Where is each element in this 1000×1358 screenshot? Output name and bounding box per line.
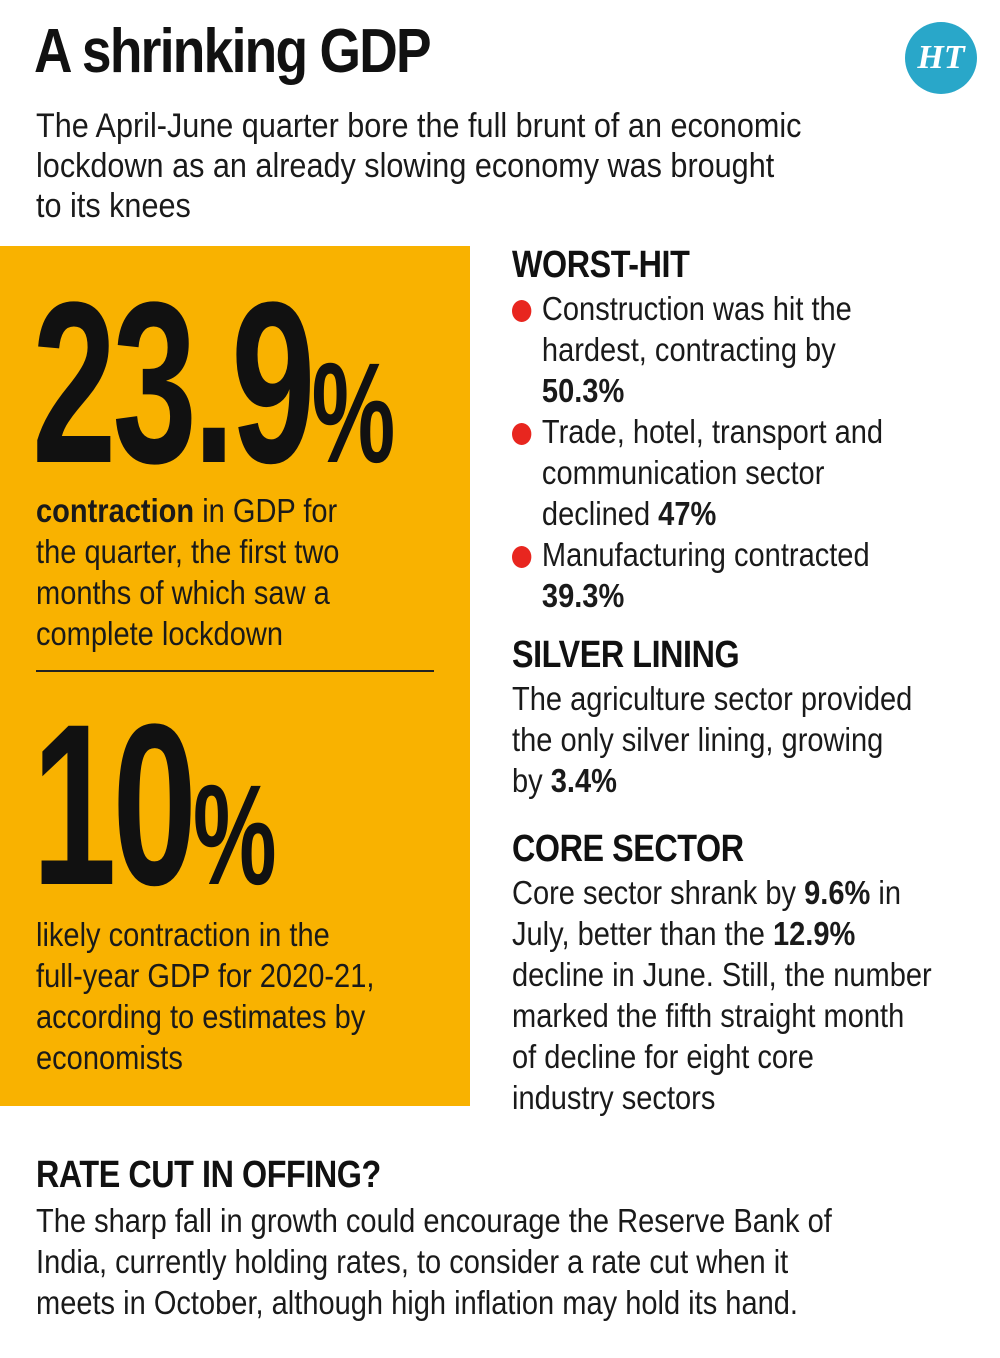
stat-value: 23.9 — [32, 254, 316, 511]
page-title: A shrinking GDP — [34, 17, 432, 86]
silver-lining-text: The agriculture sector provided the only… — [512, 678, 987, 801]
list-item-value: 50.3% — [541, 372, 625, 409]
stat1-text: the quarter, the first two — [36, 533, 340, 570]
stat1-bold-lead: contraction — [36, 492, 195, 529]
list-item-text: communication sector — [541, 454, 825, 491]
paragraph-line: in — [870, 874, 902, 911]
rate-cut-text: The sharp fall in growth could encourage… — [36, 1200, 986, 1323]
bullet-dot-icon — [512, 300, 532, 322]
full-year-contraction-stat: 10% — [32, 690, 277, 951]
subtitle-line: The April-June quarter bore the full bru… — [36, 107, 802, 145]
list-item-text: hardest, contracting by — [541, 331, 836, 368]
paragraph-line: India, currently holding rates, to consi… — [36, 1243, 789, 1280]
core-sector-value: 12.9% — [772, 915, 856, 952]
stat-unit: % — [192, 756, 277, 915]
logo-text: HT — [917, 39, 965, 76]
list-item-text: Construction was hit the — [541, 290, 852, 327]
list-item: Construction was hit the hardest, contra… — [512, 288, 987, 411]
paragraph-line: The sharp fall in growth could encourage… — [36, 1202, 832, 1239]
list-item-text: Trade, hotel, transport and — [541, 413, 884, 450]
ht-logo: HT — [905, 22, 977, 94]
paragraph-line: the only silver lining, growing — [512, 721, 884, 758]
rate-cut-heading: RATE CUT IN OFFING? — [36, 1154, 381, 1196]
stat2-text: according to estimates by — [36, 998, 366, 1035]
stat2-text: economists — [36, 1039, 183, 1076]
core-sector-text: Core sector shrank by 9.6% in July, bett… — [512, 872, 987, 1118]
bullet-dot-icon — [512, 546, 532, 568]
stat2-text: likely contraction in the — [36, 916, 330, 953]
paragraph-line: decline in June. Still, the number — [512, 956, 932, 993]
stat1-text: in GDP for — [194, 492, 338, 529]
list-item: Manufacturing contracted 39.3% — [512, 534, 987, 616]
highlight-panel — [0, 246, 470, 1106]
worst-hit-heading: WORST-HIT — [512, 244, 690, 286]
core-sector-heading: CORE SECTOR — [512, 828, 744, 870]
stat1-text: months of which saw a — [36, 574, 330, 611]
list-item-value: 39.3% — [541, 577, 625, 614]
silver-lining-heading: SILVER LINING — [512, 634, 740, 676]
divider — [36, 670, 434, 672]
paragraph-line: industry sectors — [512, 1079, 716, 1116]
paragraph-line: July, better than the — [512, 915, 773, 952]
bullet-dot-icon — [512, 423, 532, 445]
paragraph-line: meets in October, although high inflatio… — [36, 1284, 798, 1321]
stat-unit: % — [311, 334, 396, 493]
core-sector-value: 9.6% — [804, 874, 871, 911]
worst-hit-list: Construction was hit the hardest, contra… — [512, 288, 1000, 616]
list-item-value: 47% — [658, 495, 717, 532]
silver-lining-value: 3.4% — [550, 762, 617, 799]
paragraph-line: by — [512, 762, 551, 799]
list-item-text: declined — [541, 495, 659, 532]
stat2-text: full-year GDP for 2020-21, — [36, 957, 375, 994]
list-item-text: Manufacturing contracted — [541, 536, 870, 573]
stat-value: 10 — [32, 676, 197, 933]
paragraph-line: marked the fifth straight month — [512, 997, 905, 1034]
stat2-description: likely contraction in the full-year GDP … — [36, 914, 441, 1078]
list-item: Trade, hotel, transport and communicatio… — [512, 411, 987, 534]
paragraph-line: The agriculture sector provided — [512, 680, 913, 717]
gdp-contraction-stat: 23.9% — [32, 268, 395, 529]
subtitle-line: to its knees — [36, 187, 191, 225]
subtitle-line: lockdown as an already slowing economy w… — [36, 147, 775, 185]
stat1-text: complete lockdown — [36, 615, 283, 652]
paragraph-line: of decline for eight core — [512, 1038, 814, 1075]
stat1-description: contraction in GDP for the quarter, the … — [36, 490, 441, 654]
paragraph-line: Core sector shrank by — [512, 874, 805, 911]
subtitle: The April-June quarter bore the full bru… — [36, 106, 954, 226]
